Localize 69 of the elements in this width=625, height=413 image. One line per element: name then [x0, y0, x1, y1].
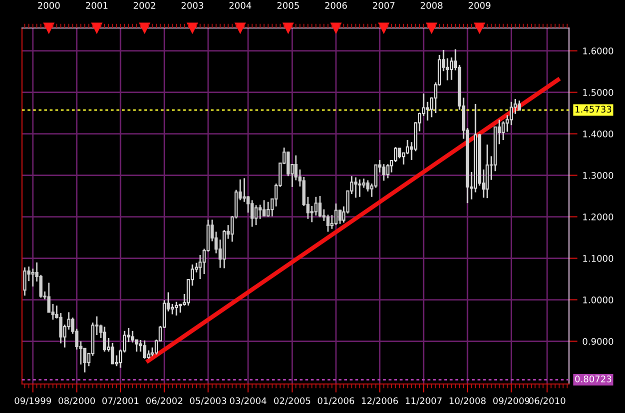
- x-tick-label: 11/2007: [406, 397, 442, 405]
- y-tick-label: 1.1000: [583, 255, 614, 262]
- candlestick: [406, 139, 410, 155]
- candlestick: [518, 100, 521, 111]
- candlestick: [338, 209, 342, 225]
- candlestick: [170, 303, 174, 315]
- candlestick: [314, 196, 318, 216]
- candlestick: [254, 204, 258, 226]
- y-tick-label: 1.2000: [583, 214, 614, 220]
- candlestick: [23, 266, 26, 296]
- y-tick-label: 1.3000: [583, 172, 614, 179]
- ref-line-label: 1.45733: [576, 106, 612, 113]
- candlestick: [39, 274, 42, 298]
- candlestick: [174, 301, 178, 316]
- candlestick: [262, 199, 266, 218]
- y-tick-label: 1.0000: [583, 296, 614, 304]
- candlestick: [102, 326, 106, 352]
- x2-tick-label: 2008: [420, 2, 442, 9]
- x-tick-label: 12/2006: [362, 397, 398, 405]
- x-tick-label: 05/2003: [190, 397, 226, 405]
- x-tick-label: 09/1999: [14, 397, 51, 405]
- x2-tick-label: 2007: [372, 2, 394, 9]
- candlestick: [334, 202, 338, 226]
- candlestick: [318, 195, 322, 218]
- candlestick: [135, 338, 138, 352]
- candlestick: [354, 176, 358, 198]
- x-tick-label: 10/2008: [450, 397, 486, 405]
- candlestick: [31, 268, 34, 288]
- candlestick: [258, 204, 262, 220]
- y-tick-label: 1.6000: [583, 48, 614, 54]
- x2-tick-label: 2002: [134, 2, 156, 9]
- x-tick-label: 07/2001: [102, 397, 138, 405]
- x-tick-label: 03/2004: [230, 397, 266, 405]
- x2-tick-label: 2006: [325, 2, 347, 9]
- candlestick: [242, 178, 246, 203]
- y-tick-label: 1.5000: [583, 89, 614, 96]
- candlestick: [382, 163, 386, 182]
- y-tick-label: 1.4000: [583, 130, 614, 138]
- candlestick: [326, 214, 330, 232]
- candlestick: [386, 163, 390, 179]
- x2-tick-label: 2003: [182, 2, 204, 9]
- candlestick: [130, 330, 134, 344]
- x-tick-label: 01/2006: [318, 397, 354, 405]
- candlestick: [198, 254, 202, 280]
- candlestick: [398, 148, 402, 159]
- x-tick-label: 06/2002: [146, 397, 182, 405]
- x-tick-label: 02/2005: [274, 397, 310, 405]
- x-tick-label: 08/2000: [58, 397, 95, 405]
- candlestick: [330, 214, 334, 230]
- x2-tick-label: 2005: [277, 2, 299, 9]
- candlestick: [446, 58, 450, 81]
- x-tick-label: 06/2010: [528, 397, 566, 405]
- ref-line-label: 0.80723: [575, 376, 612, 382]
- candlestick: [394, 146, 398, 163]
- candlestick: [358, 178, 362, 198]
- candlestick: [110, 342, 114, 365]
- candlestick: [266, 201, 270, 218]
- candlestick: [143, 340, 146, 360]
- x2-tick-label: 2001: [86, 2, 108, 9]
- candlestick: [486, 144, 489, 199]
- candlestick: [510, 101, 513, 126]
- candlestick: [426, 101, 430, 122]
- y-tick-label: 0.9000: [582, 338, 614, 345]
- candlestick: [250, 199, 254, 228]
- x2-tick-label: 2000: [38, 2, 60, 9]
- x-tick-label: 09/2009: [493, 397, 530, 405]
- x2-tick-label: 2009: [468, 2, 490, 9]
- x2-tick-label: 2004: [229, 2, 252, 9]
- candlestick: [286, 150, 290, 177]
